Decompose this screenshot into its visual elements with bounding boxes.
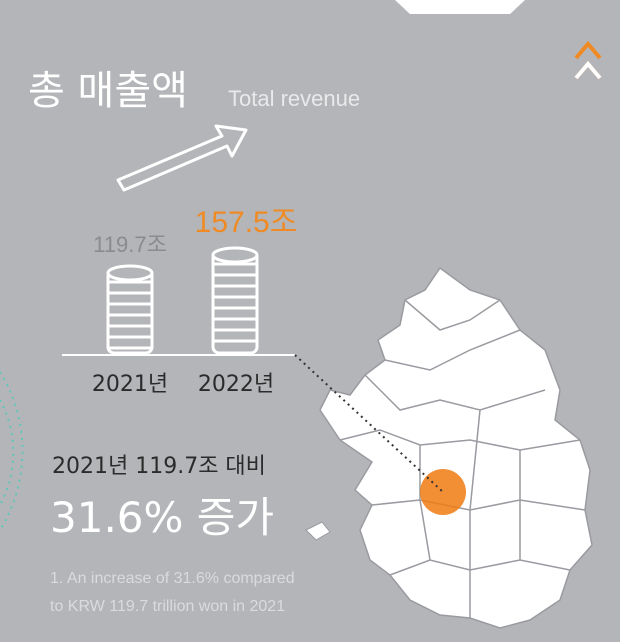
top-tab	[395, 0, 525, 14]
footnote-line: 1. An increase of 31.6% compared	[50, 570, 295, 587]
comparison: 2021년 119.7조 대비	[52, 454, 266, 479]
coin-stacks	[106, 246, 259, 355]
pointer-line	[294, 354, 444, 493]
year-2022: 2022년	[198, 372, 274, 397]
map	[294, 266, 593, 629]
highlight: 31.6% 증가	[50, 493, 274, 542]
title: 총 매출액	[28, 68, 188, 114]
amount-2022: 157.5조	[195, 206, 298, 239]
arrow	[116, 124, 248, 192]
decor-arcs	[0, 371, 24, 531]
chevron-white	[574, 60, 602, 80]
coin-top	[211, 246, 259, 264]
amount-2021: 119.7조	[93, 232, 167, 257]
coin-stack	[211, 250, 259, 355]
highlight-region	[420, 469, 466, 515]
island	[305, 521, 331, 541]
map-outline	[319, 266, 593, 629]
year-2021: 2021년	[92, 372, 168, 397]
coin-top	[106, 264, 154, 282]
map-borders	[339, 299, 586, 618]
footnote-line: to KRW 119.7 trillion won in 2021	[50, 598, 285, 615]
subtitle: Total revenue	[228, 86, 360, 111]
